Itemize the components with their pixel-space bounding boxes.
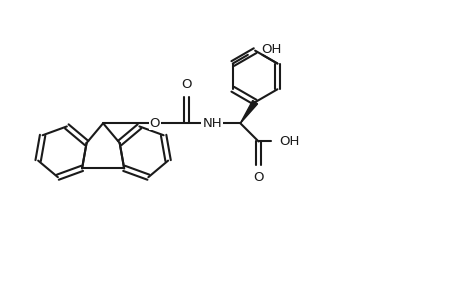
Text: O: O bbox=[150, 117, 160, 130]
Text: O: O bbox=[253, 171, 264, 184]
Text: OH: OH bbox=[279, 135, 299, 148]
Text: OH: OH bbox=[262, 43, 282, 56]
Text: O: O bbox=[181, 78, 192, 91]
Text: NH: NH bbox=[202, 117, 222, 130]
Polygon shape bbox=[240, 101, 258, 123]
